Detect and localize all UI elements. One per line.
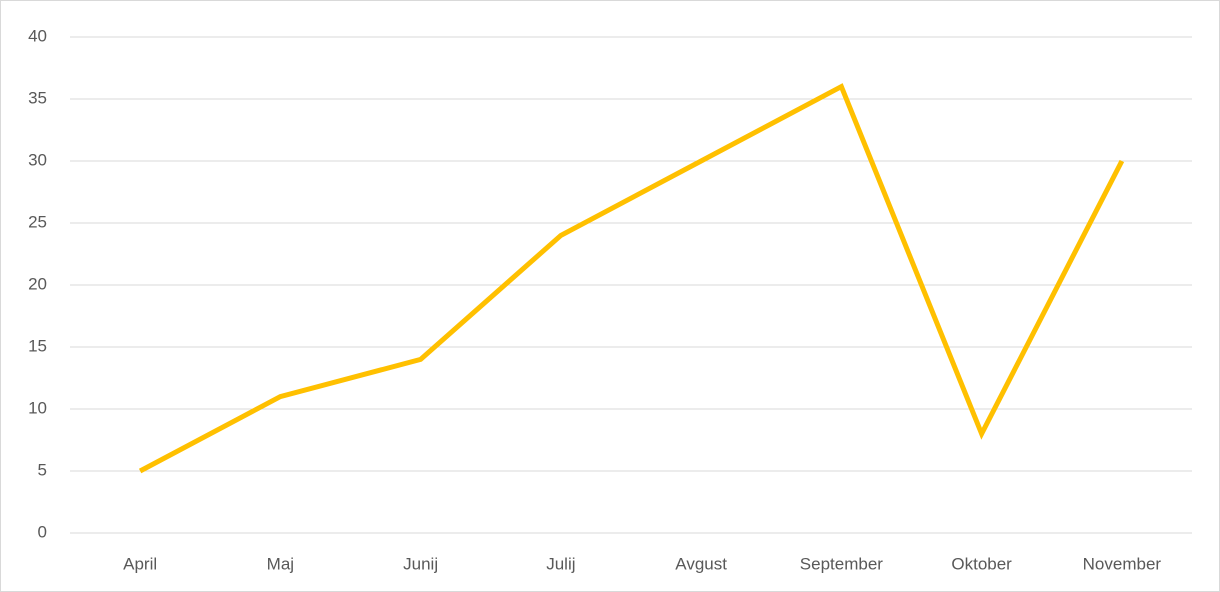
x-tick-label: Avgust [675, 554, 727, 573]
x-tick-label: Oktober [951, 554, 1012, 573]
x-tick-label: April [123, 554, 157, 573]
x-tick-label: September [800, 554, 883, 573]
y-tick-label: 35 [28, 88, 47, 107]
y-tick-label: 5 [38, 460, 47, 479]
x-tick-label: Maj [267, 554, 294, 573]
y-tick-label: 40 [28, 26, 47, 45]
x-tick-label: Julij [546, 554, 575, 573]
data-line [138, 83, 1125, 474]
y-tick-label: 25 [28, 212, 47, 231]
y-tick-label: 30 [28, 150, 47, 169]
x-tick-label: November [1083, 554, 1162, 573]
y-tick-label: 15 [28, 336, 47, 355]
y-tick-label: 20 [28, 274, 47, 293]
x-tick-label: Junij [403, 554, 438, 573]
y-tick-label: 0 [38, 522, 47, 541]
y-tick-label: 10 [28, 398, 47, 417]
